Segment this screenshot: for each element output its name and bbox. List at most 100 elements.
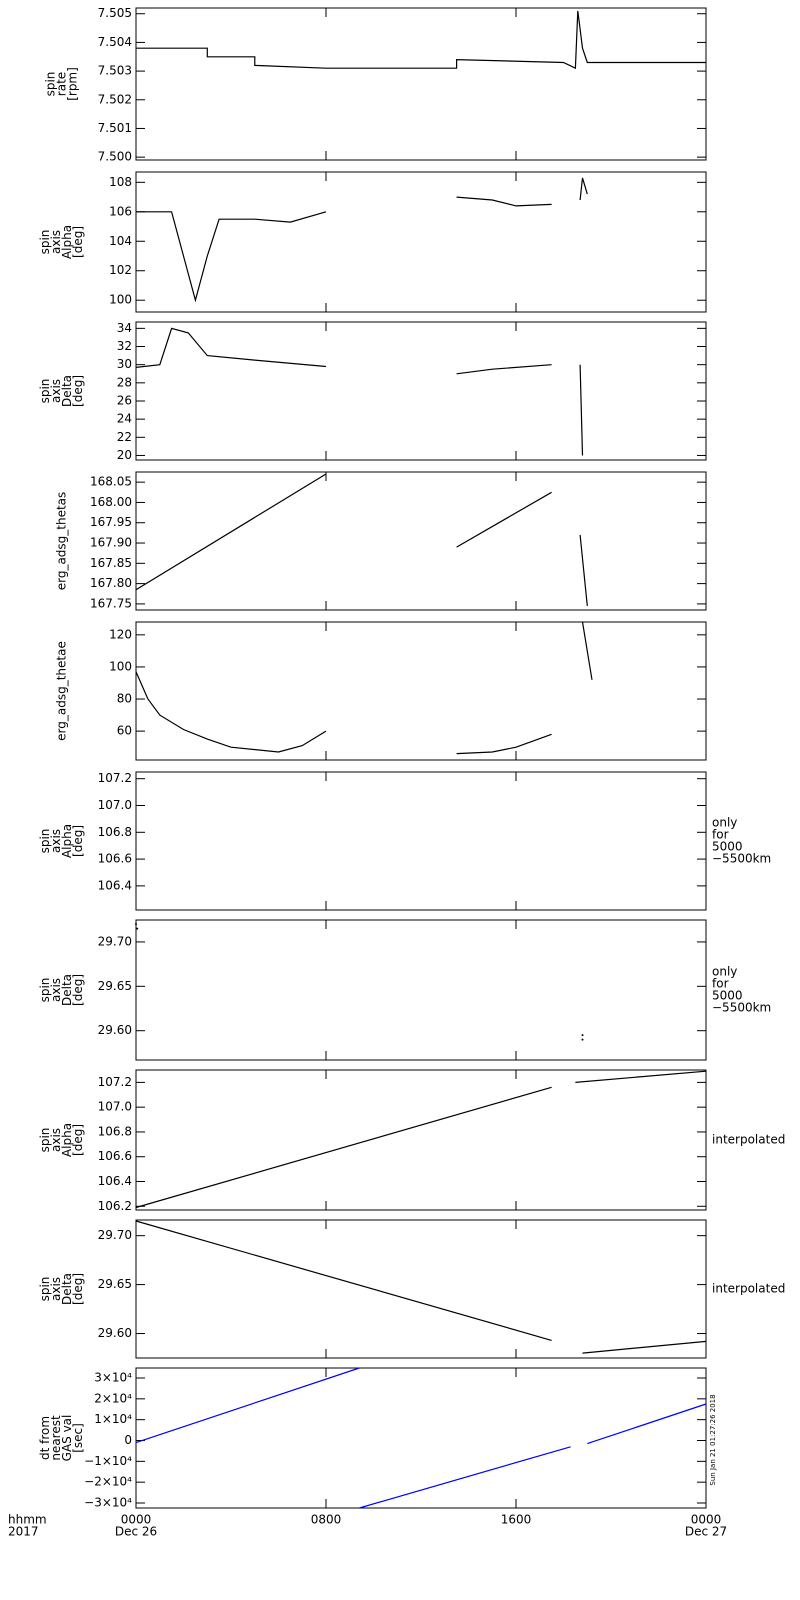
y-tick-label: 7.504 — [98, 35, 132, 49]
y-tick-label: 167.90 — [90, 536, 132, 550]
y-tick-label: 22 — [117, 430, 132, 444]
y-axis-label: rate — [55, 72, 69, 96]
y-tick-label: 29.70 — [98, 934, 132, 948]
y-axis-label: axis — [49, 829, 63, 853]
panel-note: only — [712, 965, 737, 979]
panel-note: 5000 — [712, 840, 743, 854]
y-tick-label: 106.2 — [98, 1199, 132, 1213]
y-tick-label: 106 — [109, 204, 132, 218]
y-tick-label: 0 — [124, 1433, 132, 1447]
y-tick-label: 29.60 — [98, 1326, 132, 1340]
panel-note: −5500km — [712, 1001, 771, 1015]
y-tick-label: −3×10⁴ — [84, 1496, 132, 1510]
y-tick-label: 106.8 — [98, 825, 132, 839]
y-axis-label: [deg] — [71, 1273, 85, 1305]
y-axis-label: axis — [49, 978, 63, 1002]
y-axis-label: nearest — [49, 1415, 63, 1461]
y-axis-label: [deg] — [71, 226, 85, 258]
y-tick-label: 2×10⁴ — [94, 1391, 132, 1405]
y-tick-label: 107.2 — [98, 1075, 132, 1089]
panel-frame — [135, 1219, 707, 1359]
y-tick-label: 28 — [117, 375, 132, 389]
panel-frame — [135, 471, 707, 611]
y-tick-label: 7.505 — [98, 6, 132, 20]
y-tick-label: 24 — [117, 412, 132, 426]
y-tick-label: 34 — [117, 321, 132, 335]
y-tick-label: −2×10⁴ — [84, 1475, 132, 1489]
y-axis-label: Alpha — [60, 824, 74, 858]
data-point — [581, 1034, 584, 1037]
y-tick-label: 80 — [117, 692, 132, 706]
y-axis-label: axis — [49, 1128, 63, 1152]
y-tick-label: 106.8 — [98, 1124, 132, 1138]
panel-note: interpolated — [712, 1133, 785, 1147]
y-axis-label: Alpha — [60, 225, 74, 259]
panel-frame — [135, 171, 707, 313]
y-axis-label: Delta — [60, 375, 74, 407]
y-tick-label: 29.65 — [98, 979, 132, 993]
data-point — [135, 923, 137, 926]
y-tick-label: 7.501 — [98, 121, 132, 135]
y-axis-label: dt from — [38, 1416, 52, 1460]
panel-frame — [135, 919, 707, 1061]
y-tick-label: 32 — [117, 339, 132, 353]
y-axis-label: erg_adsg_thetas — [55, 492, 69, 591]
y-axis-label: spin — [38, 230, 52, 255]
y-tick-label: 168.05 — [90, 475, 132, 489]
y-tick-label: 100 — [109, 659, 132, 673]
y-tick-label: 3×10⁴ — [94, 1371, 132, 1385]
y-tick-label: 1×10⁴ — [94, 1412, 132, 1426]
y-axis-label: [deg] — [71, 825, 85, 857]
x-date-label: Dec 26 — [115, 1525, 157, 1539]
y-tick-label: 60 — [117, 724, 132, 738]
x-date-label: Dec 27 — [685, 1525, 727, 1539]
y-tick-label: 102 — [109, 263, 132, 277]
x-tick-label: 0800 — [311, 1513, 342, 1527]
y-tick-label: 106.4 — [98, 878, 132, 892]
timestamp: Sun Jan 21 01:27:26 2018 — [709, 1394, 717, 1485]
y-tick-label: 29.70 — [98, 1228, 132, 1242]
panel-frame — [135, 621, 707, 761]
panel-note: interpolated — [712, 1282, 785, 1296]
panel-frame — [135, 771, 707, 911]
panel-note: only — [712, 816, 737, 830]
y-axis-label: [deg] — [71, 1124, 85, 1156]
y-tick-label: 30 — [117, 357, 132, 371]
y-axis-label: [sec] — [71, 1423, 85, 1453]
y-axis-label: Alpha — [60, 1123, 74, 1157]
y-axis-label: erg_adsg_thetae — [55, 641, 69, 741]
y-axis-label: spin — [38, 1277, 52, 1302]
y-tick-label: 29.65 — [98, 1277, 132, 1291]
panel-frame — [135, 1069, 707, 1211]
y-axis-label: spin — [38, 829, 52, 854]
x-tick-label: 0000 — [691, 1513, 722, 1527]
data-line — [135, 473, 588, 606]
data-point — [136, 927, 139, 930]
y-axis-label: Delta — [60, 1273, 74, 1305]
panel-note: 5000 — [712, 989, 743, 1003]
y-tick-label: 100 — [109, 293, 132, 307]
data-point — [581, 1038, 584, 1041]
data-line — [136, 10, 706, 70]
y-tick-label: 168.00 — [90, 495, 132, 509]
y-axis-label: axis — [49, 379, 63, 403]
y-axis-label: axis — [49, 230, 63, 254]
y-tick-label: 167.95 — [90, 515, 132, 529]
y-tick-label: 167.85 — [90, 556, 132, 570]
y-axis-label: spin — [44, 72, 58, 97]
x-tick-label: 1600 — [501, 1513, 532, 1527]
y-tick-label: 7.503 — [98, 64, 132, 78]
y-tick-label: 20 — [117, 448, 132, 462]
y-tick-label: 106.6 — [98, 852, 132, 866]
x-unit-label: 2017 — [8, 1525, 39, 1539]
y-tick-label: 107.2 — [98, 771, 132, 785]
y-tick-label: 29.60 — [98, 1023, 132, 1037]
y-axis-label: axis — [49, 1277, 63, 1301]
data-line — [135, 327, 584, 456]
data-line — [135, 1367, 707, 1509]
data-line — [136, 177, 588, 303]
panel-note: for — [712, 828, 729, 842]
y-tick-label: 167.75 — [90, 596, 132, 610]
panel-frame — [135, 1367, 707, 1509]
